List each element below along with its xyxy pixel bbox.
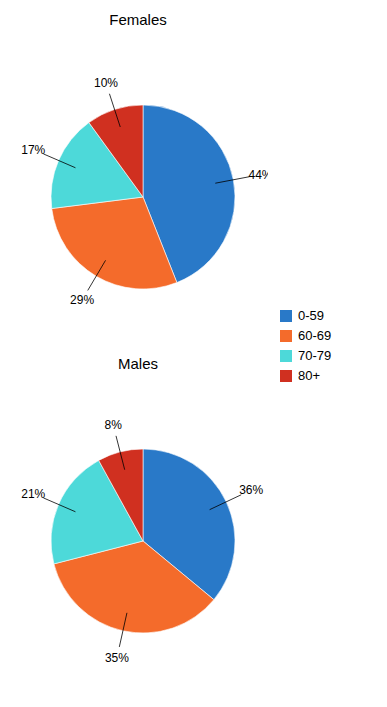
html-text:Males: Males bbox=[118, 355, 158, 372]
svg-text:10%: 10% bbox=[94, 76, 118, 90]
svg-text:44%: 44% bbox=[248, 168, 268, 182]
svg-text:8%: 8% bbox=[105, 418, 123, 432]
html-text:70-79: 70-79 bbox=[298, 348, 332, 363]
svg-text:29%: 29% bbox=[70, 293, 94, 307]
html-text:80+: 80+ bbox=[298, 368, 321, 383]
svg-text:17%: 17% bbox=[21, 143, 45, 157]
html-text:60-69: 60-69 bbox=[298, 328, 332, 343]
html-text:0-59: 0-59 bbox=[298, 308, 324, 323]
html-text:Females: Females bbox=[109, 11, 167, 28]
svg-text:35%: 35% bbox=[105, 651, 129, 665]
svg-text:36%: 36% bbox=[239, 483, 263, 497]
svg-text:21%: 21% bbox=[21, 487, 45, 501]
